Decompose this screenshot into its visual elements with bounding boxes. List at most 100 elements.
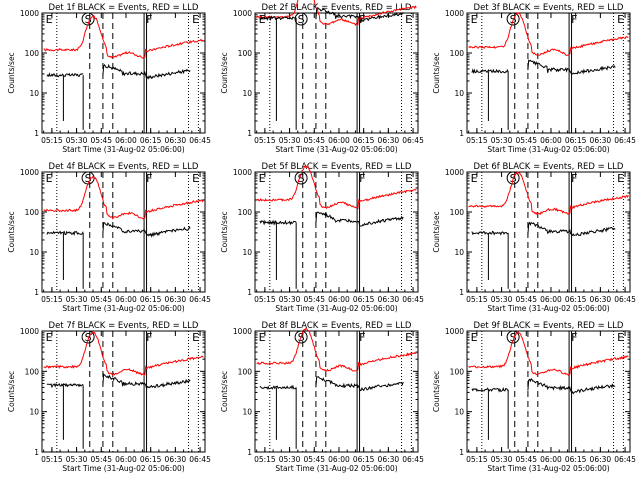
x-tick-label: 06:15 xyxy=(353,455,375,464)
x-tick-label: 06:00 xyxy=(115,136,137,145)
flag-circle xyxy=(506,330,520,344)
x-tick-label: 05:15 xyxy=(41,455,63,464)
y-tick-label: 1 xyxy=(247,288,252,297)
y-axis-label: Counts/sec xyxy=(220,211,229,252)
x-tick-label: 05:30 xyxy=(491,136,513,145)
y-tick-label: 1000 xyxy=(445,327,464,336)
panel-flag: E xyxy=(46,13,53,26)
y-tick-label: 100 xyxy=(25,367,40,376)
panel-title: Det 2f BLACK = Events, RED = LLD xyxy=(262,3,412,13)
y-tick-label: 10 xyxy=(29,248,39,257)
panel-flag: S xyxy=(85,172,92,185)
x-tick-label: 06:00 xyxy=(328,295,350,304)
x-tick-label: 06:00 xyxy=(540,455,562,464)
panel-flag: E xyxy=(46,172,53,185)
lld-series-line xyxy=(256,165,417,210)
y-axis-label: Counts/sec xyxy=(432,371,441,412)
x-tick-label: 06:45 xyxy=(614,295,636,304)
lld-series-line xyxy=(256,327,417,373)
y-tick-label: 10 xyxy=(29,408,39,417)
plot-frame xyxy=(466,330,631,453)
panel-flag: E xyxy=(471,13,478,26)
y-tick-label: 1000 xyxy=(20,9,39,18)
flag-circle xyxy=(81,330,95,344)
detector-panel: Det 1f BLACK = Events, RED = LLD 1 10 100 10… xyxy=(7,3,211,154)
panel-flag: F xyxy=(146,172,152,185)
panel-flag: E xyxy=(471,172,478,185)
events-series-line xyxy=(46,222,191,238)
y-tick-label: 1000 xyxy=(233,168,252,177)
x-tick-label: 05:45 xyxy=(303,295,325,304)
y-tick-label: 10 xyxy=(29,89,39,98)
x-tick-label: 05:30 xyxy=(66,136,88,145)
plot-frame xyxy=(466,171,631,293)
events-series-line xyxy=(46,373,191,390)
panel-flag: S xyxy=(510,331,517,344)
flag-circle xyxy=(294,330,308,344)
lld-series-line xyxy=(43,14,204,59)
x-tick-label: 05:15 xyxy=(254,295,276,304)
panel-flag: F xyxy=(359,331,365,344)
panel-title: Det 3f BLACK = Events, RED = LLD xyxy=(474,3,624,13)
x-tick-label: 06:15 xyxy=(140,455,162,464)
y-tick-label: 100 xyxy=(238,49,253,58)
x-tick-label: 06:30 xyxy=(378,455,400,464)
x-tick-label: 05:30 xyxy=(279,455,301,464)
x-tick-label: 06:00 xyxy=(540,136,562,145)
panel-flag: E xyxy=(259,331,266,344)
x-tick-label: 06:30 xyxy=(165,136,187,145)
x-tick-label: 05:45 xyxy=(303,136,325,145)
y-tick-label: 100 xyxy=(450,367,465,376)
y-tick-label: 1 xyxy=(247,448,252,457)
y-tick-label: 10 xyxy=(242,89,252,98)
panel-flag: E xyxy=(259,13,266,26)
panel-flag: E xyxy=(259,172,266,185)
panel-flag: F xyxy=(359,13,365,26)
y-tick-label: 1 xyxy=(34,129,39,138)
lld-series-line xyxy=(43,175,204,220)
events-series-line xyxy=(471,221,616,237)
detector-panel: Det 6f BLACK = Events, RED = LLD 1 10 100 10… xyxy=(432,162,636,313)
plot-frame xyxy=(41,12,206,134)
x-tick-label: 05:15 xyxy=(41,295,63,304)
panel-flag: S xyxy=(298,172,305,185)
y-axis-label: Counts/sec xyxy=(432,211,441,252)
events-series-line xyxy=(471,59,616,76)
y-tick-label: 1 xyxy=(459,288,464,297)
y-tick-label: 1000 xyxy=(445,9,464,18)
panel-flag: E xyxy=(471,331,478,344)
y-axis-label: Counts/sec xyxy=(220,52,229,93)
x-tick-label: 05:15 xyxy=(41,136,63,145)
x-tick-label: 05:45 xyxy=(515,455,537,464)
plot-frame xyxy=(41,330,206,453)
x-tick-label: 06:00 xyxy=(540,295,562,304)
y-tick-label: 1000 xyxy=(233,327,252,336)
x-axis-label: Start Time (31-Aug-02 05:06:00) xyxy=(62,304,184,313)
y-tick-label: 100 xyxy=(450,49,465,58)
x-tick-label: 06:15 xyxy=(353,136,375,145)
x-tick-label: 05:15 xyxy=(466,295,488,304)
panel-flag: E xyxy=(46,331,53,344)
panel-flag: S xyxy=(85,13,92,26)
x-tick-label: 06:15 xyxy=(565,295,587,304)
flag-circle xyxy=(294,12,308,26)
x-tick-label: 05:45 xyxy=(90,136,112,145)
panel-flag: E xyxy=(405,331,412,344)
plot-frame xyxy=(254,330,419,453)
x-axis-label: Start Time (31-Aug-02 05:06:00) xyxy=(487,145,609,154)
events-series-line xyxy=(259,376,404,392)
x-axis-label: Start Time (31-Aug-02 05:06:00) xyxy=(275,464,397,473)
detector-panel: Det 7f BLACK = Events, RED = LLD 1 10 100 10… xyxy=(7,321,211,473)
panel-title: Det 1f BLACK = Events, RED = LLD xyxy=(49,3,199,13)
y-tick-label: 1000 xyxy=(20,327,39,336)
y-tick-label: 1 xyxy=(247,129,252,138)
x-tick-label: 06:30 xyxy=(165,455,187,464)
panel-flag: E xyxy=(405,172,412,185)
x-tick-label: 06:15 xyxy=(565,455,587,464)
panel-flag: E xyxy=(192,13,199,26)
panel-title: Det 6f BLACK = Events, RED = LLD xyxy=(474,162,624,172)
x-tick-label: 06:45 xyxy=(614,136,636,145)
x-tick-label: 06:15 xyxy=(140,136,162,145)
